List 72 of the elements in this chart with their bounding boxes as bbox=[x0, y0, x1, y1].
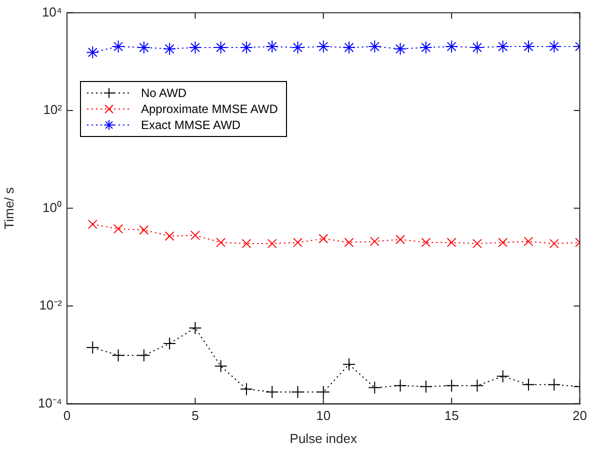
point bbox=[496, 40, 510, 54]
y-axis-title: Time/ s bbox=[1, 186, 16, 230]
x-tick-label: 20 bbox=[572, 408, 588, 424]
x-axis-title: Pulse index bbox=[290, 430, 358, 446]
point bbox=[496, 370, 510, 383]
point bbox=[137, 348, 150, 362]
point bbox=[316, 386, 330, 399]
point bbox=[470, 379, 484, 392]
point bbox=[163, 337, 176, 350]
point bbox=[240, 382, 253, 396]
point bbox=[190, 230, 200, 240]
point bbox=[291, 41, 304, 54]
point bbox=[242, 238, 252, 248]
point bbox=[342, 358, 356, 371]
point bbox=[394, 379, 407, 392]
point bbox=[344, 238, 354, 248]
point bbox=[446, 238, 456, 248]
y-tick-label: 10² bbox=[43, 102, 63, 118]
point bbox=[139, 225, 149, 235]
point bbox=[266, 40, 279, 54]
point bbox=[267, 238, 277, 248]
x-tick-label: 0 bbox=[63, 408, 71, 424]
y-tick-label: 10⁴ bbox=[42, 4, 62, 20]
point bbox=[216, 238, 226, 248]
point bbox=[137, 41, 150, 54]
point bbox=[88, 220, 98, 230]
point bbox=[396, 234, 406, 244]
point bbox=[266, 386, 279, 399]
point bbox=[114, 224, 124, 234]
point bbox=[549, 238, 559, 248]
point bbox=[188, 321, 202, 334]
point bbox=[240, 41, 253, 54]
point bbox=[419, 380, 432, 394]
legend-label: Approximate MMSE AWD bbox=[141, 100, 278, 117]
point bbox=[524, 236, 534, 246]
point bbox=[214, 360, 228, 373]
y-tick-label: 10⁻⁴ bbox=[38, 395, 62, 410]
point bbox=[368, 381, 382, 394]
point bbox=[522, 378, 535, 392]
point bbox=[293, 238, 302, 248]
point bbox=[291, 386, 304, 399]
point bbox=[394, 42, 407, 56]
point bbox=[522, 40, 535, 54]
point bbox=[164, 231, 174, 241]
y-tick-label: 10⁻² bbox=[39, 298, 63, 313]
point bbox=[86, 46, 100, 59]
x-tick-label: 15 bbox=[444, 408, 459, 424]
point bbox=[318, 234, 328, 244]
point bbox=[419, 41, 432, 54]
point bbox=[370, 236, 380, 246]
point bbox=[421, 238, 431, 248]
point bbox=[342, 41, 356, 54]
point bbox=[445, 40, 458, 54]
point bbox=[548, 378, 561, 392]
point bbox=[498, 238, 508, 248]
point bbox=[86, 340, 100, 354]
point bbox=[112, 348, 125, 362]
point bbox=[368, 40, 382, 54]
point bbox=[445, 379, 458, 392]
point bbox=[472, 238, 482, 248]
point bbox=[214, 41, 228, 54]
x-tick-label: 10 bbox=[316, 408, 331, 424]
point bbox=[112, 40, 125, 54]
point bbox=[163, 42, 176, 56]
point bbox=[316, 40, 330, 54]
legend-label: No AWD bbox=[141, 84, 187, 101]
point bbox=[470, 41, 484, 54]
point bbox=[188, 41, 202, 54]
x-tick-label: 5 bbox=[192, 408, 199, 424]
point bbox=[548, 40, 561, 54]
legend-label: Exact MMSE AWD bbox=[141, 116, 241, 133]
y-tick-label: 10⁰ bbox=[42, 200, 62, 215]
